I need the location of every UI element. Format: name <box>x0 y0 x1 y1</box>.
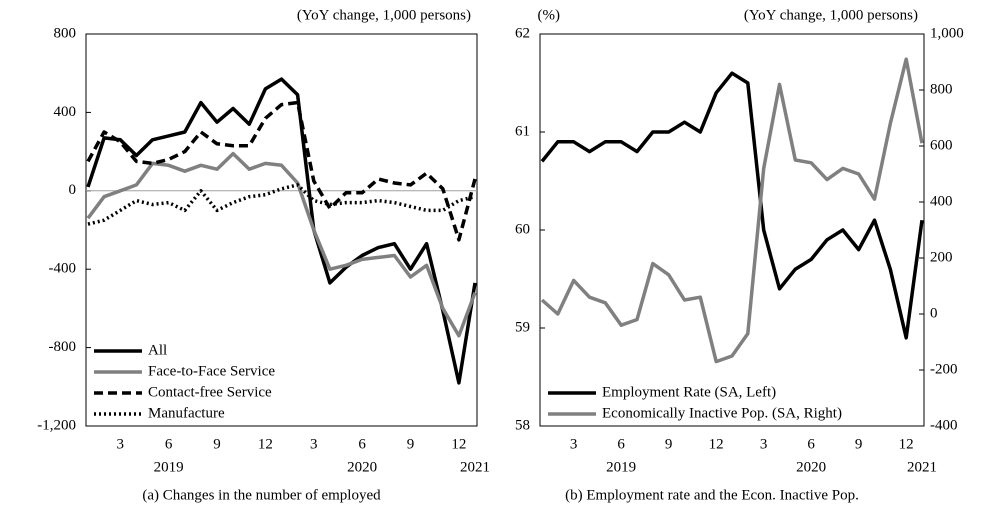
legend-label: Contact-free Service <box>148 384 272 400</box>
y-tick-label: 60 <box>515 221 530 237</box>
legend-label: Face-to-Face Service <box>148 363 275 379</box>
y-tick-label: -800 <box>49 339 77 355</box>
series-line <box>540 71 924 340</box>
plot-frame <box>539 33 925 427</box>
y-axis-label: (%) <box>538 7 561 23</box>
chart-title: (b) Employment rate and the Econ. Inacti… <box>565 487 859 503</box>
y2-tick-label: 1,000 <box>930 25 964 41</box>
chart-title: (a) Changes in the number of employed <box>142 487 381 503</box>
x-tick-label: 6 <box>165 436 173 452</box>
x-tick-label: 3 <box>760 436 768 452</box>
x-tick-label: 12 <box>451 436 466 452</box>
y-tick-label: 61 <box>515 123 530 139</box>
year-label: 2019 <box>606 459 636 475</box>
y-tick-label: -1,200 <box>37 417 76 433</box>
y2-tick-label: 600 <box>930 137 953 153</box>
y-tick-label: 59 <box>515 319 530 335</box>
x-tick-label: 12 <box>709 436 724 452</box>
plot-frame <box>85 33 478 427</box>
y2-tick-label: 800 <box>930 81 953 97</box>
y-tick-label: 58 <box>515 417 530 433</box>
year-label: 2020 <box>347 459 377 475</box>
x-tick-label: 6 <box>617 436 625 452</box>
x-tick-label: 9 <box>407 436 415 452</box>
legend-label: Employment Rate (SA, Left) <box>602 384 776 400</box>
year-label: 2021 <box>460 459 490 475</box>
x-tick-label: 9 <box>855 436 863 452</box>
y2-tick-label: -200 <box>930 361 958 377</box>
x-tick-label: 9 <box>213 436 221 452</box>
y-tick-label: 400 <box>54 104 77 120</box>
y-tick-label: 800 <box>54 25 77 41</box>
y-tick-label: 62 <box>515 25 530 41</box>
series-line <box>86 77 477 385</box>
year-label: 2019 <box>154 459 184 475</box>
year-label: 2021 <box>907 459 937 475</box>
x-tick-label: 6 <box>807 436 815 452</box>
x-tick-label: 6 <box>358 436 366 452</box>
x-tick-label: 3 <box>310 436 318 452</box>
axis-note: (YoY change, 1,000 persons) <box>744 7 918 23</box>
x-tick-label: 12 <box>258 436 273 452</box>
x-tick-label: 9 <box>665 436 673 452</box>
y-tick-label: 0 <box>69 182 77 198</box>
legend-label: Manufacture <box>148 405 225 421</box>
y2-tick-label: 200 <box>930 249 953 265</box>
x-tick-label: 3 <box>570 436 578 452</box>
x-tick-label: 3 <box>117 436 125 452</box>
series-line <box>87 183 476 226</box>
series-line <box>86 151 477 338</box>
legend-label: All <box>148 342 167 358</box>
series-line <box>86 100 477 242</box>
y2-tick-label: 400 <box>930 193 953 209</box>
legend-label: Economically Inactive Pop. (SA, Right) <box>602 405 842 421</box>
y-tick-label: -400 <box>49 261 77 277</box>
x-tick-label: 12 <box>899 436 914 452</box>
axis-note: (YoY change, 1,000 persons) <box>297 7 471 23</box>
year-label: 2020 <box>796 459 826 475</box>
y2-tick-label: -400 <box>930 417 958 433</box>
series-line <box>540 57 924 364</box>
y2-tick-label: 0 <box>930 305 938 321</box>
